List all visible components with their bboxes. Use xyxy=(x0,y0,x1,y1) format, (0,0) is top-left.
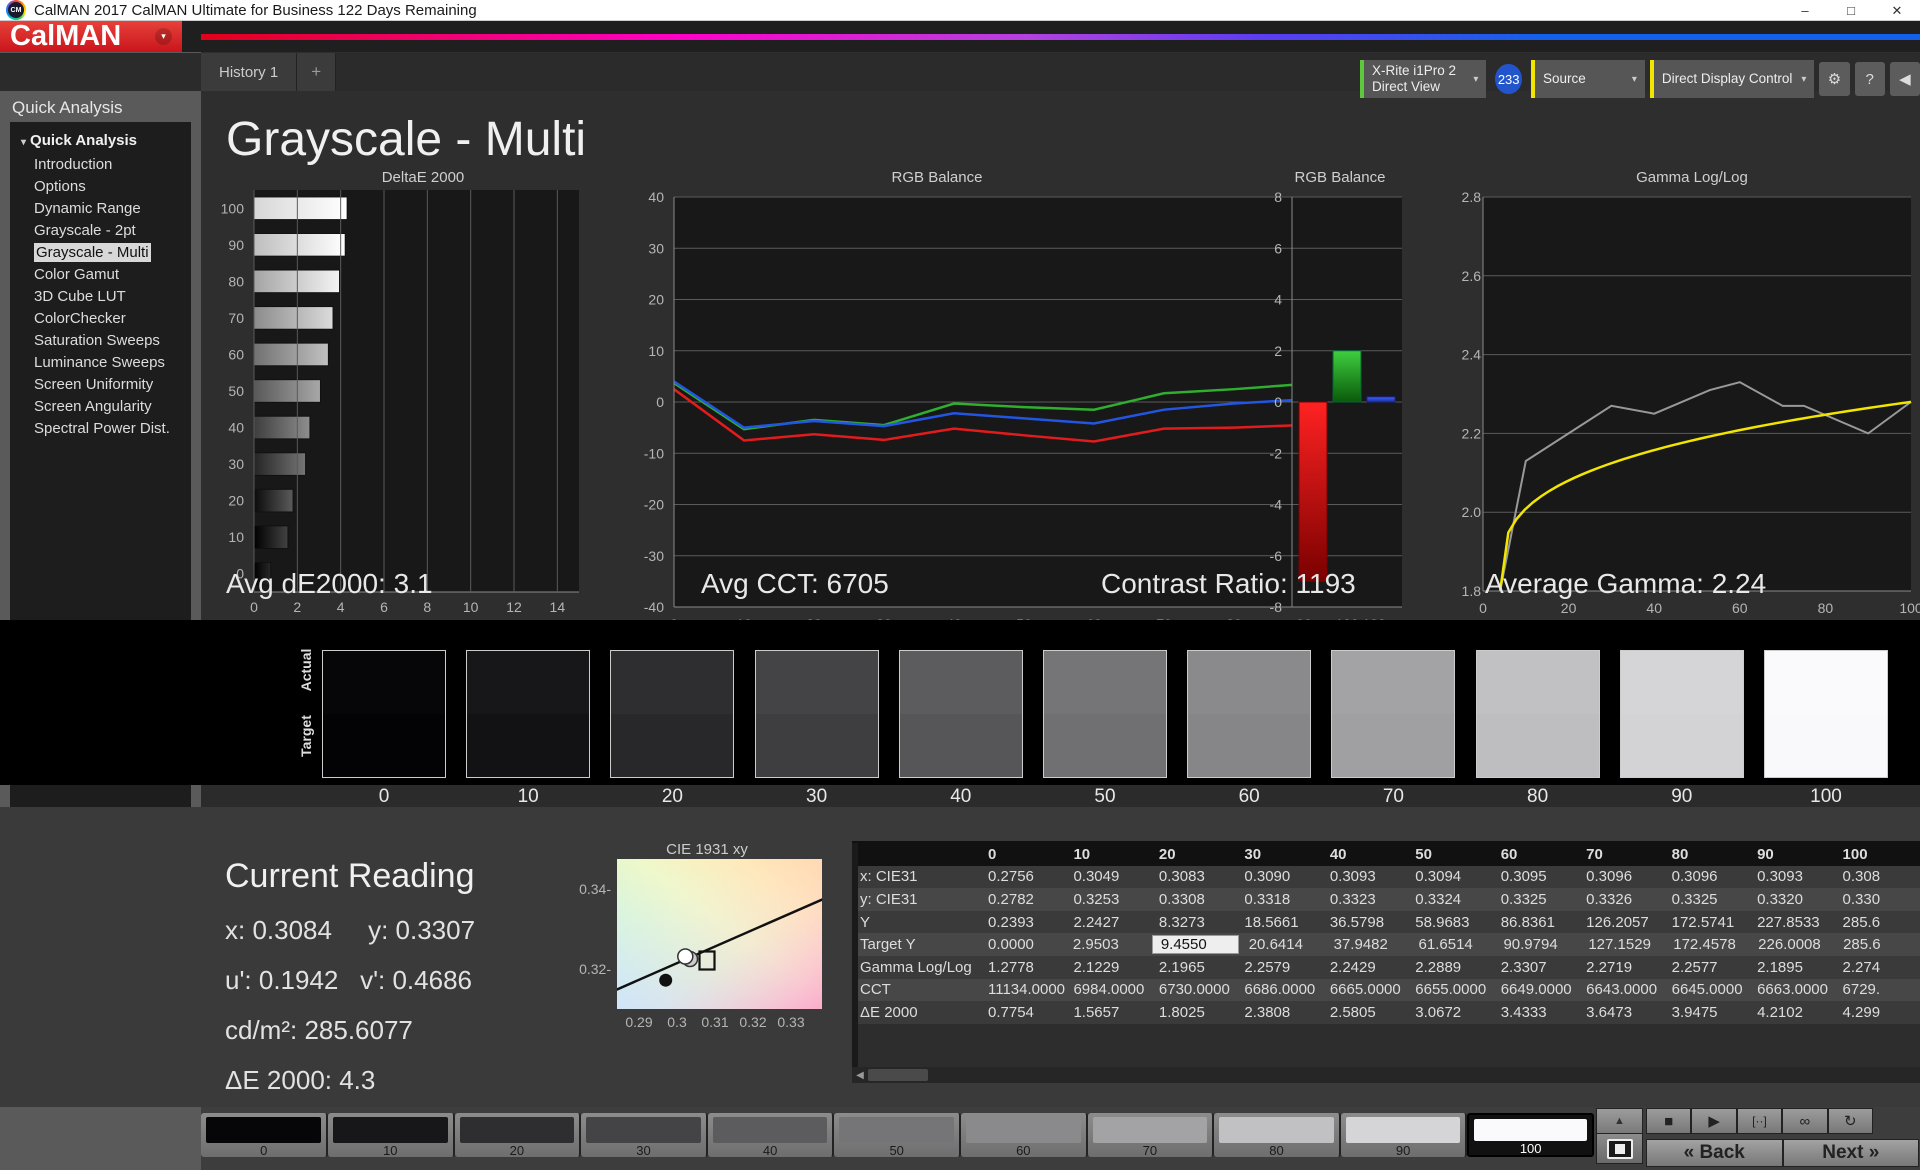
svg-text:30: 30 xyxy=(228,456,244,472)
svg-text:0: 0 xyxy=(1274,394,1282,410)
svg-text:40: 40 xyxy=(1646,600,1662,616)
svg-text:12: 12 xyxy=(506,599,522,615)
svg-text:2.0: 2.0 xyxy=(1462,504,1482,520)
svg-text:80: 80 xyxy=(1818,600,1834,616)
svg-text:2.4: 2.4 xyxy=(1462,347,1482,363)
svg-text:0.31: 0.31 xyxy=(701,1014,728,1030)
svg-text:0: 0 xyxy=(1479,600,1487,616)
svg-text:0.32-: 0.32- xyxy=(579,961,611,977)
svg-text:8: 8 xyxy=(423,599,431,615)
svg-text:0.32: 0.32 xyxy=(739,1014,766,1030)
svg-text:2.8: 2.8 xyxy=(1462,189,1482,205)
svg-text:-4: -4 xyxy=(1270,497,1283,513)
svg-text:DeltaE 2000: DeltaE 2000 xyxy=(382,169,465,186)
svg-text:40: 40 xyxy=(648,189,664,205)
svg-text:80: 80 xyxy=(228,273,244,289)
svg-text:4: 4 xyxy=(337,599,345,615)
svg-text:Gamma Log/Log: Gamma Log/Log xyxy=(1636,169,1748,186)
svg-text:2: 2 xyxy=(1274,343,1282,359)
svg-text:8: 8 xyxy=(1274,189,1282,205)
svg-text:20: 20 xyxy=(648,292,664,308)
svg-text:-40: -40 xyxy=(644,599,664,615)
svg-text:0: 0 xyxy=(656,394,664,410)
svg-text:2.2: 2.2 xyxy=(1462,425,1482,441)
svg-text:0.29: 0.29 xyxy=(625,1014,652,1030)
svg-text:2.6: 2.6 xyxy=(1462,268,1482,284)
svg-text:-30: -30 xyxy=(644,548,664,564)
svg-text:0.3: 0.3 xyxy=(667,1014,687,1030)
svg-text:60: 60 xyxy=(1732,600,1748,616)
svg-text:-20: -20 xyxy=(644,497,664,513)
svg-text:70: 70 xyxy=(228,310,244,326)
svg-text:10: 10 xyxy=(463,599,479,615)
svg-text:10: 10 xyxy=(228,529,244,545)
svg-text:-2: -2 xyxy=(1270,445,1283,461)
svg-text:40: 40 xyxy=(228,420,244,436)
svg-text:6: 6 xyxy=(380,599,388,615)
svg-text:1.8: 1.8 xyxy=(1462,583,1482,599)
svg-text:2: 2 xyxy=(293,599,301,615)
svg-text:-10: -10 xyxy=(644,445,664,461)
svg-text:RGB Balance: RGB Balance xyxy=(892,169,983,186)
svg-text:6: 6 xyxy=(1274,240,1282,256)
svg-text:50: 50 xyxy=(228,383,244,399)
svg-text:90: 90 xyxy=(228,237,244,253)
svg-text:100: 100 xyxy=(1899,600,1920,616)
svg-text:RGB Balance: RGB Balance xyxy=(1295,169,1386,186)
svg-text:4: 4 xyxy=(1274,292,1282,308)
svg-text:-8: -8 xyxy=(1270,599,1283,615)
svg-text:-6: -6 xyxy=(1270,548,1283,564)
svg-text:0.33: 0.33 xyxy=(777,1014,804,1030)
svg-text:20: 20 xyxy=(228,493,244,509)
svg-text:60: 60 xyxy=(228,346,244,362)
svg-text:10: 10 xyxy=(648,343,664,359)
svg-text:14: 14 xyxy=(550,599,566,615)
svg-text:0.34-: 0.34- xyxy=(579,881,611,897)
svg-text:100: 100 xyxy=(221,200,245,216)
svg-text:0: 0 xyxy=(250,599,258,615)
svg-text:30: 30 xyxy=(648,240,664,256)
svg-text:20: 20 xyxy=(1561,600,1577,616)
